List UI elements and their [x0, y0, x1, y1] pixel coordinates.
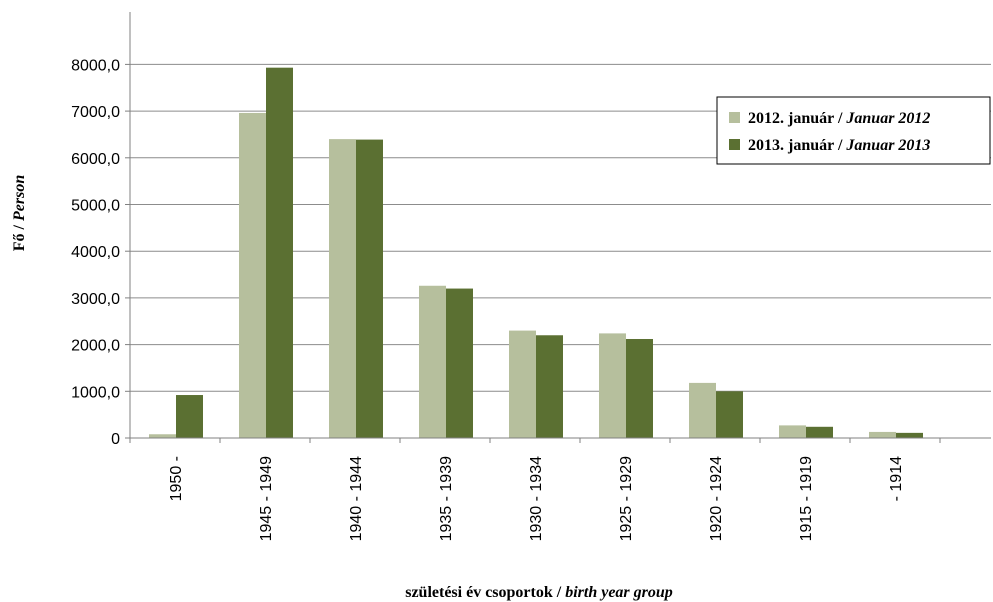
bar-2012 — [779, 425, 806, 438]
bar-2013 — [176, 395, 203, 438]
y-tick-label: 1000,0 — [71, 384, 120, 401]
bar-2012 — [599, 333, 626, 438]
legend: 2012. január / Januar 2012 2013. január … — [716, 96, 991, 165]
y-axis-title: Fő / Person — [11, 175, 28, 252]
legend-label-2012: 2012. január / Januar 2012 — [748, 110, 930, 127]
x-tick-label: 1925 - 1929 — [618, 456, 635, 542]
bar-2012 — [509, 330, 536, 438]
bar-2012 — [149, 434, 176, 438]
y-tick-label: 6000,0 — [71, 151, 120, 168]
bar-2012 — [239, 112, 266, 438]
legend-swatch-2013 — [729, 139, 740, 150]
y-tick-label: 3000,0 — [71, 291, 120, 308]
y-tick-labels: 0 1000,0 2000,0 3000,0 4000,0 5000,0 6000,0 700… — [71, 57, 120, 448]
y-tick-label: 4000,0 — [71, 244, 120, 261]
bar-2012 — [329, 139, 356, 438]
axes — [129, 12, 991, 439]
bar-2012 — [869, 431, 896, 438]
bar-2012 — [689, 382, 716, 438]
y-tick-label: 2000,0 — [71, 338, 120, 355]
legend-label-2013: 2013. január / Januar 2013 — [748, 137, 930, 154]
x-tick-label: - 1914 — [888, 456, 905, 501]
y-tick-label: 8000,0 — [71, 57, 120, 74]
bar-2013 — [536, 335, 563, 438]
x-tick-label: 1935 - 1939 — [438, 456, 455, 542]
bar-2013 — [356, 139, 383, 438]
legend-box — [716, 96, 991, 165]
bar-2012 — [419, 285, 446, 438]
x-tick-label: 1940 - 1944 — [348, 456, 365, 542]
legend-swatch-2012 — [729, 112, 740, 123]
x-tick-label: 1930 - 1934 — [528, 456, 545, 542]
y-tick-label: 5000,0 — [71, 198, 120, 215]
y-tick-label: 0 — [111, 431, 120, 448]
bars — [149, 67, 923, 438]
x-tick-label: 1950 - — [168, 456, 185, 501]
bar-2013 — [716, 391, 743, 438]
bar-2013 — [806, 426, 833, 438]
x-tick-labels: 1950 - 1945 - 1949 1940 - 1944 1935 - 1939 1… — [168, 456, 905, 542]
bar-2013 — [896, 432, 923, 438]
x-axis-title: születési év csoportok / birth year grou… — [405, 584, 673, 601]
bar-2013 — [266, 67, 293, 438]
x-tick-label: 1915 - 1919 — [798, 456, 815, 542]
bar-2013 — [446, 288, 473, 438]
x-tick-label: 1920 - 1924 — [708, 456, 725, 542]
bar-2013 — [626, 338, 653, 438]
y-tick-label: 7000,0 — [71, 104, 120, 121]
x-tick-label: 1945 - 1949 — [258, 456, 275, 542]
